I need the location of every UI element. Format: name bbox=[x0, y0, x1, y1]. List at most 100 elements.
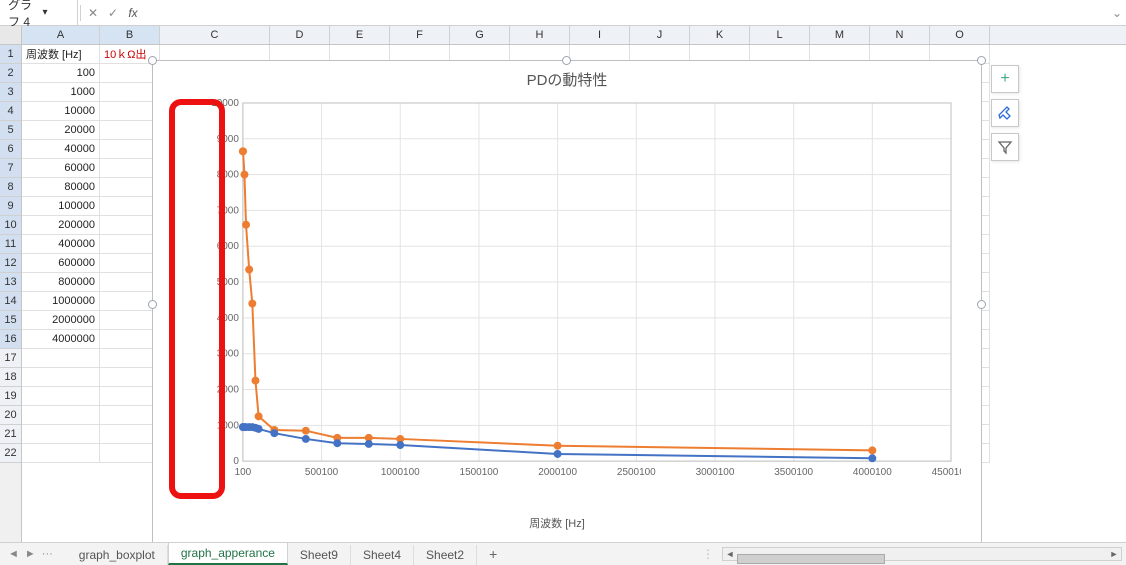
cell[interactable]: 40000 bbox=[22, 140, 100, 159]
column-header[interactable]: A bbox=[22, 26, 100, 44]
cell[interactable]: 100 bbox=[22, 64, 100, 83]
scroll-left-icon[interactable]: ◄ bbox=[723, 549, 737, 559]
chevron-down-icon[interactable]: ▾ bbox=[43, 7, 74, 18]
name-box[interactable]: グラフ 4 ▾ bbox=[0, 0, 78, 25]
cell[interactable] bbox=[100, 178, 160, 197]
cell[interactable] bbox=[100, 121, 160, 140]
cell[interactable] bbox=[100, 349, 160, 368]
cell[interactable]: 600000 bbox=[22, 254, 100, 273]
column-header[interactable]: H bbox=[510, 26, 570, 44]
cancel-icon[interactable]: ✕ bbox=[83, 6, 103, 20]
row-header[interactable]: 16 bbox=[0, 330, 21, 349]
row-header[interactable]: 7 bbox=[0, 159, 21, 178]
column-header[interactable]: N bbox=[870, 26, 930, 44]
chart-styles-button[interactable] bbox=[991, 99, 1019, 127]
column-header[interactable]: B bbox=[100, 26, 160, 44]
row-header[interactable]: 2 bbox=[0, 64, 21, 83]
chart-filter-button[interactable] bbox=[991, 133, 1019, 161]
cell[interactable] bbox=[22, 368, 100, 387]
expand-formula-icon[interactable]: ⌄ bbox=[1108, 6, 1126, 20]
cell[interactable]: 400000 bbox=[22, 235, 100, 254]
cell[interactable] bbox=[22, 387, 100, 406]
cell[interactable] bbox=[22, 444, 100, 463]
cell[interactable]: 2000000 bbox=[22, 311, 100, 330]
cell[interactable] bbox=[100, 254, 160, 273]
cell[interactable] bbox=[100, 330, 160, 349]
horizontal-scrollbar[interactable]: ◄ ► bbox=[722, 547, 1122, 561]
cell[interactable] bbox=[22, 349, 100, 368]
resize-handle[interactable] bbox=[977, 56, 986, 65]
column-header[interactable]: G bbox=[450, 26, 510, 44]
row-header[interactable]: 10 bbox=[0, 216, 21, 235]
cell[interactable] bbox=[100, 140, 160, 159]
cell[interactable] bbox=[100, 273, 160, 292]
row-header[interactable]: 3 bbox=[0, 83, 21, 102]
row-header[interactable]: 4 bbox=[0, 102, 21, 121]
cell[interactable]: 1000000 bbox=[22, 292, 100, 311]
column-header[interactable]: K bbox=[690, 26, 750, 44]
x-axis-label[interactable]: 周波数 [Hz] bbox=[153, 515, 961, 531]
column-header[interactable]: F bbox=[390, 26, 450, 44]
row-header[interactable]: 11 bbox=[0, 235, 21, 254]
cell[interactable] bbox=[100, 368, 160, 387]
cell[interactable] bbox=[22, 425, 100, 444]
column-header[interactable]: D bbox=[270, 26, 330, 44]
row-header[interactable]: 8 bbox=[0, 178, 21, 197]
column-header[interactable]: J bbox=[630, 26, 690, 44]
row-header[interactable]: 6 bbox=[0, 140, 21, 159]
cell[interactable]: 100000 bbox=[22, 197, 100, 216]
row-header[interactable]: 9 bbox=[0, 197, 21, 216]
row-header[interactable]: 20 bbox=[0, 406, 21, 425]
resize-handle[interactable] bbox=[148, 56, 157, 65]
row-header[interactable]: 5 bbox=[0, 121, 21, 140]
cell[interactable]: 20000 bbox=[22, 121, 100, 140]
add-sheet-button[interactable]: + bbox=[477, 546, 509, 562]
sheet-tab[interactable]: Sheet4 bbox=[351, 545, 414, 565]
row-header[interactable]: 22 bbox=[0, 444, 21, 463]
cell[interactable]: 80000 bbox=[22, 178, 100, 197]
row-header[interactable]: 14 bbox=[0, 292, 21, 311]
column-header[interactable]: M bbox=[810, 26, 870, 44]
check-icon[interactable]: ✓ bbox=[103, 6, 123, 20]
cell[interactable] bbox=[100, 311, 160, 330]
cell[interactable] bbox=[100, 64, 160, 83]
sheet-tab[interactable]: graph_boxplot bbox=[67, 545, 168, 565]
cell[interactable]: 200000 bbox=[22, 216, 100, 235]
row-header[interactable]: 21 bbox=[0, 425, 21, 444]
cell[interactable] bbox=[100, 83, 160, 102]
tab-more-icon[interactable]: ··· bbox=[42, 548, 53, 560]
scroll-right-icon[interactable]: ► bbox=[1107, 549, 1121, 559]
cell[interactable]: 4000000 bbox=[22, 330, 100, 349]
row-header[interactable]: 17 bbox=[0, 349, 21, 368]
row-header[interactable]: 13 bbox=[0, 273, 21, 292]
row-header[interactable]: 12 bbox=[0, 254, 21, 273]
resize-handle[interactable] bbox=[148, 300, 157, 309]
select-all-corner[interactable] bbox=[0, 26, 21, 45]
column-header[interactable]: I bbox=[570, 26, 630, 44]
tab-next-icon[interactable]: ► bbox=[25, 548, 36, 560]
cell[interactable] bbox=[22, 406, 100, 425]
sheet-tab[interactable]: graph_apperance bbox=[168, 542, 288, 565]
row-header[interactable]: 1 bbox=[0, 45, 21, 64]
cell[interactable]: 1000 bbox=[22, 83, 100, 102]
sheet-tab[interactable]: Sheet2 bbox=[414, 545, 477, 565]
cell[interactable] bbox=[100, 387, 160, 406]
row-header[interactable]: 15 bbox=[0, 311, 21, 330]
plot-area[interactable]: 0100020003000400050006000700080009000100… bbox=[203, 97, 961, 489]
tab-prev-icon[interactable]: ◄ bbox=[8, 548, 19, 560]
resize-handle[interactable] bbox=[977, 300, 986, 309]
cell[interactable] bbox=[100, 444, 160, 463]
cell[interactable] bbox=[100, 235, 160, 254]
column-header[interactable]: O bbox=[930, 26, 990, 44]
chart-title[interactable]: PDの動特性 bbox=[153, 61, 981, 94]
cell[interactable]: 10000 bbox=[22, 102, 100, 121]
chart-elements-button[interactable]: + bbox=[991, 65, 1019, 93]
scroll-thumb[interactable] bbox=[737, 554, 885, 564]
resize-handle[interactable] bbox=[562, 56, 571, 65]
cell[interactable]: 周波数 [Hz] bbox=[22, 45, 100, 64]
fx-icon[interactable]: fx bbox=[123, 6, 143, 20]
cell[interactable]: 800000 bbox=[22, 273, 100, 292]
embedded-chart[interactable]: PDの動特性 010002000300040005000600070008000… bbox=[152, 60, 982, 542]
cell[interactable] bbox=[100, 216, 160, 235]
column-header[interactable]: C bbox=[160, 26, 270, 44]
